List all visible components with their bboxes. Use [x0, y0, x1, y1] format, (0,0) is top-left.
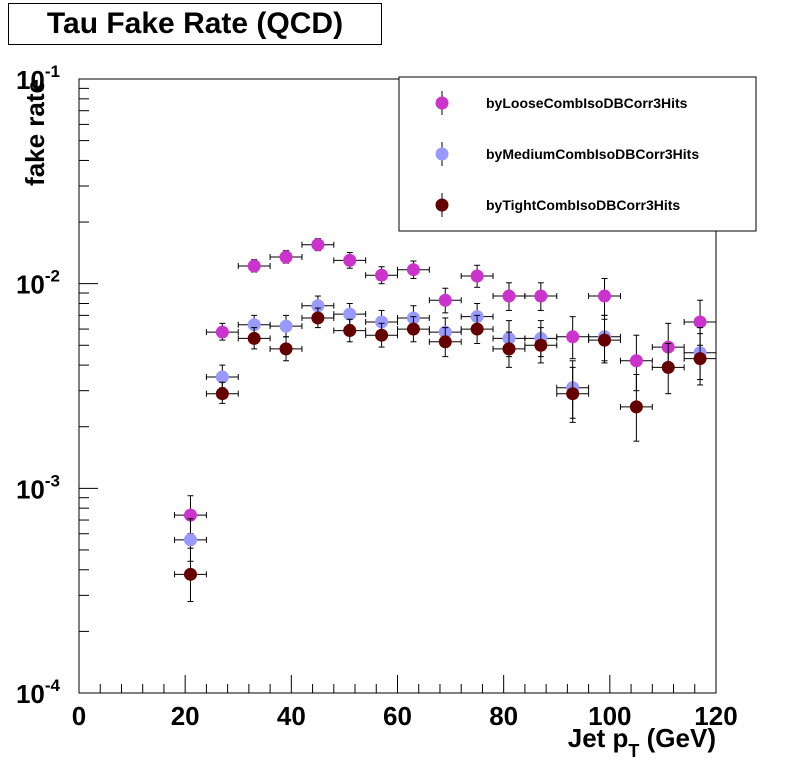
- data-point: [534, 338, 548, 352]
- data-point: [279, 342, 293, 356]
- data-point: [661, 360, 675, 374]
- y-tick-label: 10-1: [16, 62, 60, 95]
- y-tick-label-exponent: -2: [45, 267, 60, 286]
- data-point: [566, 330, 580, 344]
- legend-entry: byTightCombIsoDBCorr3Hits: [435, 193, 680, 217]
- series-layer: [174, 238, 717, 602]
- data-point: [247, 259, 261, 273]
- data-point: [406, 263, 420, 277]
- data-point: [247, 331, 261, 345]
- chart-title-box: Tau Fake Rate (QCD): [8, 3, 382, 45]
- data-point: [502, 342, 516, 356]
- data-point: [406, 322, 420, 336]
- data-point: [215, 370, 229, 384]
- data-point: [375, 315, 389, 329]
- error-bar: [460, 264, 494, 288]
- x-tick-label: 0: [72, 701, 86, 731]
- data-point: [566, 387, 580, 401]
- data-point: [470, 322, 484, 336]
- data-point: [247, 318, 261, 332]
- x-tick-label: 20: [171, 701, 200, 731]
- legend-marker: [435, 96, 449, 110]
- data-point: [629, 400, 643, 414]
- data-point: [598, 333, 612, 347]
- legend-label: byMediumCombIsoDBCorr3Hits: [486, 146, 699, 162]
- data-point: [183, 533, 197, 547]
- data-point: [215, 387, 229, 401]
- x-axis-label-unit: (GeV): [639, 723, 716, 753]
- data-point: [343, 307, 357, 321]
- data-point: [343, 253, 357, 267]
- legend-entry: byMediumCombIsoDBCorr3Hits: [435, 142, 699, 166]
- y-tick-label-base: 10: [16, 679, 45, 709]
- x-tick-label: 100: [588, 701, 631, 731]
- series-3: [174, 307, 717, 602]
- y-tick-label: 10-2: [16, 267, 60, 300]
- data-point: [311, 311, 325, 325]
- data-point: [438, 335, 452, 349]
- data-point: [598, 289, 612, 303]
- series-2: [174, 295, 717, 562]
- series-1: [174, 238, 717, 535]
- legend: byLooseCombIsoDBCorr3Hits byMediumCombIso…: [398, 76, 757, 232]
- legend-label: byLooseCombIsoDBCorr3Hits: [486, 95, 688, 111]
- data-point: [311, 238, 325, 252]
- data-point: [534, 289, 548, 303]
- x-tick-label: 120: [694, 701, 737, 731]
- data-point: [183, 567, 197, 581]
- x-axis-label-main: Jet p: [568, 723, 629, 753]
- y-tick-label: 10-3: [16, 471, 60, 504]
- data-point: [470, 269, 484, 283]
- legend-label: byTightCombIsoDBCorr3Hits: [486, 197, 680, 213]
- data-point: [693, 315, 707, 329]
- data-point: [375, 328, 389, 342]
- legend-marker: [435, 147, 449, 161]
- chart-title: Tau Fake Rate (QCD): [46, 7, 344, 40]
- x-tick-label: 40: [277, 701, 306, 731]
- legend-entry: byLooseCombIsoDBCorr3Hits: [435, 91, 688, 115]
- y-axis-label: fake rate: [20, 79, 50, 186]
- y-tick-label-exponent: -3: [45, 471, 60, 490]
- x-axis-label: Jet pT (GeV): [568, 723, 716, 761]
- x-tick-label: 60: [383, 701, 412, 731]
- data-point: [343, 324, 357, 338]
- y-tick-label: 10-4: [16, 676, 61, 709]
- data-point: [693, 352, 707, 366]
- y-tick-label-exponent: -4: [45, 676, 61, 695]
- data-point: [375, 268, 389, 282]
- legend-box: [398, 76, 757, 232]
- data-point: [311, 299, 325, 313]
- legend-marker: [435, 198, 449, 212]
- y-tick-label-base: 10: [16, 270, 45, 300]
- data-point: [438, 293, 452, 307]
- data-point: [502, 289, 516, 303]
- data-point: [629, 354, 643, 368]
- data-point: [279, 319, 293, 333]
- data-point: [215, 325, 229, 339]
- x-axis-label-subscript: T: [628, 741, 639, 761]
- y-tick-label-base: 10: [16, 474, 45, 504]
- data-point: [183, 508, 197, 522]
- x-tick-label: 80: [489, 701, 518, 731]
- y-tick-label-exponent: -1: [45, 62, 60, 81]
- data-point: [279, 250, 293, 264]
- y-tick-label-base: 10: [16, 65, 45, 95]
